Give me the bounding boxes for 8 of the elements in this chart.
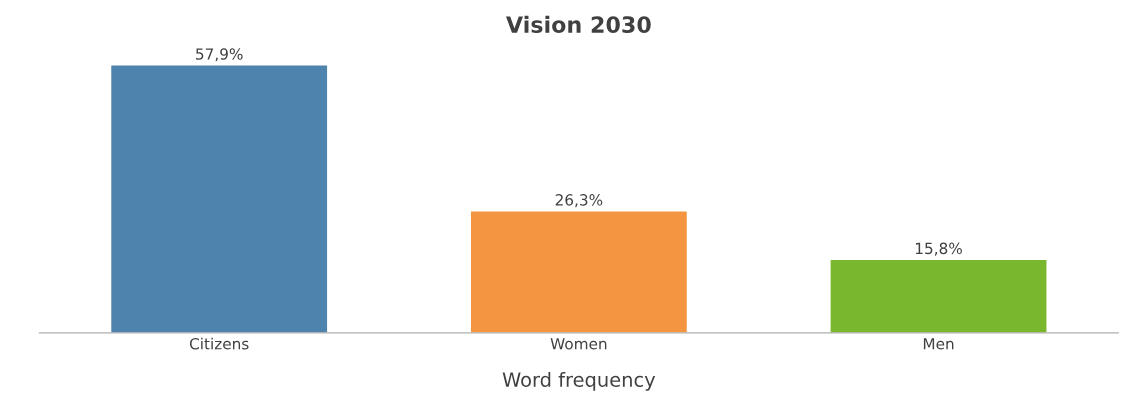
data-label: 57,9% xyxy=(196,48,243,62)
chart-title: Vision 2030 xyxy=(506,15,651,33)
data-label: 15,8% xyxy=(915,242,962,256)
data-label: 26,3% xyxy=(555,194,603,208)
x-tick-label: Citizens xyxy=(189,337,249,350)
x-tick-label: Men xyxy=(923,338,954,350)
x-axis-title: Word frequency xyxy=(502,371,656,391)
x-tick-label: Women xyxy=(550,338,607,350)
